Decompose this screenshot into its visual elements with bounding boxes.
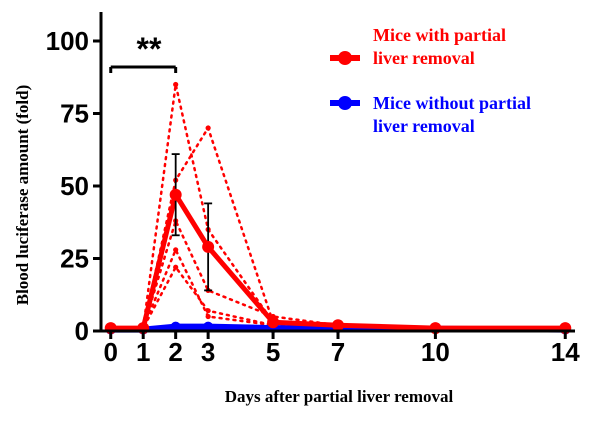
x-tick-label: 14 — [551, 337, 580, 367]
individual-point — [173, 247, 179, 253]
y-tick-label: 25 — [60, 244, 89, 274]
x-tick-label: 0 — [104, 337, 118, 367]
significance-label: ** — [137, 31, 162, 67]
y-axis-title: Blood luciferase amount (fold) — [13, 85, 32, 306]
x-tick-label: 7 — [331, 337, 345, 367]
legend-label-with-removal-line2: liver removal — [373, 48, 475, 68]
individual-trace-3 — [109, 217, 567, 330]
y-tick-label: 50 — [60, 171, 89, 201]
x-tick-label: 10 — [421, 337, 450, 367]
data-point-without-removal — [203, 321, 214, 332]
data-point-without-removal — [170, 321, 181, 332]
legend-label-without-removal-line2: liver removal — [373, 116, 475, 136]
x-axis-title: Days after partial liver removal — [225, 387, 454, 406]
individual-point — [205, 125, 211, 131]
data-point-with-removal — [267, 316, 280, 329]
plot-area — [104, 81, 572, 335]
legend-item-without-removal: Mice without partial liver removal — [330, 93, 535, 136]
individual-point — [173, 264, 179, 270]
significance-annotation: ** — [109, 31, 178, 73]
x-tick-label: 1 — [136, 337, 150, 367]
data-point-with-removal — [202, 240, 215, 253]
legend-swatch-marker — [338, 51, 352, 65]
legend-label-without-removal-line1: Mice without partial — [373, 93, 531, 113]
data-point-with-removal — [169, 188, 182, 201]
individual-trace-5 — [109, 264, 567, 330]
x-tick-label: 3 — [201, 337, 215, 367]
y-tick-label: 75 — [60, 99, 89, 129]
series-line-with-removal — [110, 192, 566, 331]
legend-label-with-removal-line1: Mice with partial — [373, 25, 506, 45]
legend-label-with-removal: Mice with partial liver removal — [373, 25, 510, 68]
legend-swatch-marker — [338, 96, 352, 110]
legend: Mice with partial liver removal Mice wit… — [330, 25, 535, 136]
y-tick-label: 100 — [46, 26, 89, 56]
individual-trace-2 — [109, 125, 567, 330]
individual-point — [173, 81, 179, 88]
legend-item-with-removal: Mice with partial liver removal — [330, 25, 510, 68]
individual-point — [205, 308, 211, 314]
data-point-with-removal — [332, 319, 344, 332]
x-tick-label: 5 — [266, 337, 280, 367]
individual-point — [205, 313, 211, 320]
x-tick-label: 2 — [168, 337, 182, 367]
individual-trace-1 — [109, 84, 567, 330]
legend-label-without-removal: Mice without partial liver removal — [373, 93, 535, 136]
individual-trace-4 — [109, 246, 567, 330]
y-tick-label: 0 — [75, 316, 89, 346]
